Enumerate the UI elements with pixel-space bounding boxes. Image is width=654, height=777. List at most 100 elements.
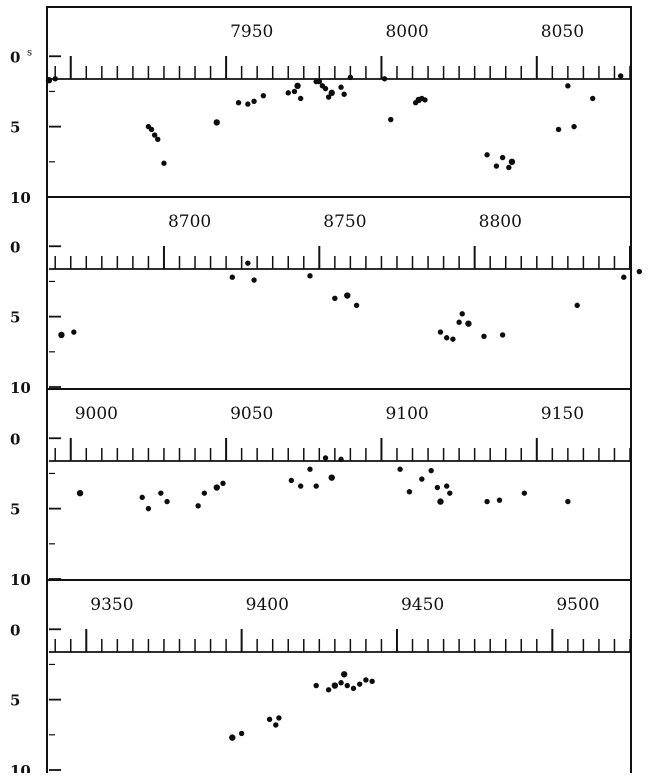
data-point — [397, 466, 403, 472]
data-point — [328, 474, 335, 481]
data-point — [484, 498, 490, 505]
data-point — [276, 715, 282, 721]
data-point — [139, 494, 145, 501]
data-point — [307, 466, 313, 472]
data-point — [58, 331, 65, 339]
y-tick-label: 5 — [10, 501, 20, 519]
data-point — [76, 489, 84, 497]
data-point — [245, 260, 251, 266]
data-point — [229, 274, 236, 280]
data-point — [340, 671, 348, 678]
data-point — [338, 456, 344, 463]
data-point — [456, 319, 462, 325]
data-point — [450, 336, 456, 342]
data-point — [499, 154, 506, 161]
x-tick-label: 8750 — [323, 212, 366, 232]
data-point — [565, 498, 571, 505]
data-point — [45, 76, 53, 84]
data-point — [213, 119, 220, 126]
data-point — [245, 101, 251, 107]
x-tick-label: 8800 — [479, 212, 522, 232]
data-point — [621, 274, 627, 280]
data-point — [288, 477, 295, 484]
data-point — [266, 716, 273, 723]
data-point — [344, 292, 351, 299]
x-tick-label: 8000 — [385, 22, 428, 42]
data-point — [158, 490, 164, 496]
x-tick-label: 9050 — [230, 404, 273, 424]
data-point — [238, 730, 245, 737]
data-point — [590, 95, 596, 102]
data-point — [617, 73, 624, 79]
data-point — [341, 91, 347, 97]
data-point — [338, 84, 344, 90]
data-point — [496, 497, 503, 503]
chart-panel-3: 9000 9050 9100 9150 0 5 10 — [10, 388, 631, 589]
data-point — [325, 687, 332, 693]
data-point — [291, 88, 298, 95]
data-point — [419, 476, 425, 482]
x-tick-label: 9100 — [385, 404, 428, 424]
data-point — [213, 484, 220, 491]
data-point — [369, 678, 375, 685]
y-tick-label: 5 — [10, 692, 20, 710]
data-point — [443, 335, 450, 341]
data-point — [313, 682, 319, 689]
x-tick-label: 9400 — [246, 595, 289, 615]
data-point — [350, 685, 357, 692]
x-tick-label: 9150 — [541, 404, 584, 424]
x-tick-label: 9000 — [75, 404, 118, 424]
y-tick-label: 10 — [10, 379, 31, 397]
data-point — [344, 682, 350, 689]
data-point — [437, 498, 444, 505]
data-point — [428, 467, 434, 474]
x-tick-label: 7950 — [230, 22, 273, 42]
y-tick-label: 5 — [10, 119, 20, 137]
data-point — [297, 95, 304, 102]
data-point — [506, 164, 512, 171]
x-tick-label: 9500 — [556, 595, 599, 615]
data-point — [508, 158, 516, 166]
y-tick-label: 0 — [10, 430, 20, 448]
data-point — [235, 100, 242, 106]
data-point — [220, 480, 226, 486]
data-point — [353, 302, 360, 309]
data-point — [322, 455, 329, 461]
data-point — [459, 311, 465, 317]
data-point — [521, 490, 528, 496]
data-point — [251, 98, 257, 104]
data-point — [71, 329, 77, 335]
y-tick-label: 0 — [10, 48, 20, 66]
data-point — [381, 76, 388, 82]
data-point — [465, 320, 472, 327]
y-tick-label: 10 — [10, 571, 31, 589]
data-point — [437, 329, 444, 335]
data-point — [52, 76, 58, 82]
data-point — [161, 160, 167, 166]
chart-panel-1: 7950 8000 8050 0 s 5 10 — [10, 22, 631, 207]
data-point — [148, 126, 155, 133]
y-tick-label: 0 — [10, 621, 20, 639]
data-point — [322, 85, 329, 92]
x-tick-label: 9350 — [90, 595, 133, 615]
chart-panel-4: 9350 9400 9450 9500 0 5 10 — [10, 579, 631, 777]
data-point — [481, 333, 487, 340]
data-point — [285, 90, 291, 96]
data-point — [406, 489, 413, 495]
data-point — [574, 302, 580, 309]
data-point — [434, 484, 441, 491]
figure-frame — [46, 6, 632, 777]
x-tick-label: 8050 — [541, 22, 584, 42]
chart-panel-2: 8700 8750 8800 0 5 10 — [10, 196, 643, 397]
data-point — [499, 332, 506, 338]
y-tick-label: 0 — [10, 238, 20, 256]
data-point — [229, 734, 236, 741]
data-point — [294, 82, 301, 90]
data-point — [316, 78, 323, 85]
data-point — [447, 490, 453, 496]
data-point — [347, 74, 354, 81]
data-point — [155, 136, 161, 142]
unit-superscript: s — [27, 47, 32, 58]
